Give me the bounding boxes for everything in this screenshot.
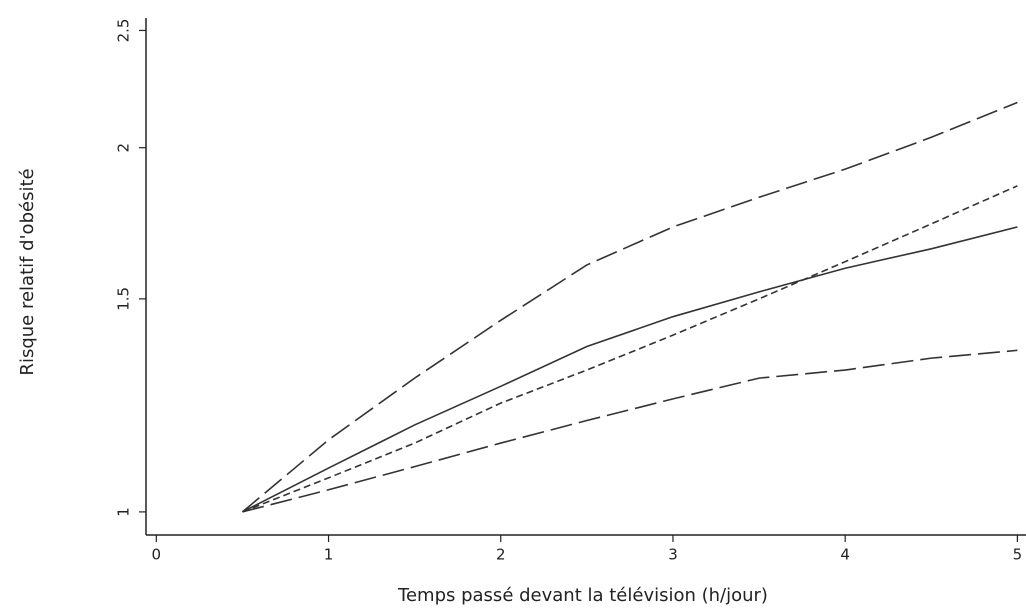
x-tick-label: 1: [324, 546, 334, 564]
y-tick-label: 1: [115, 507, 133, 517]
x-axis-label: Temps passé devant la télévision (h/jour…: [397, 585, 768, 606]
x-tick-label: 4: [840, 546, 850, 564]
y-axis-label: Risque relatif d'obésité: [17, 168, 38, 375]
line-series: [241, 101, 1018, 513]
x-tick-label: 2: [496, 546, 506, 564]
y-tick-label: 2.5: [115, 19, 133, 43]
x-tick-label: 0: [152, 546, 162, 564]
line-series: [242, 185, 1018, 513]
y-tick-label: 1.5: [115, 287, 133, 311]
x-tick-label: 3: [668, 546, 678, 564]
line-series: [242, 349, 1018, 513]
line-series: [242, 226, 1018, 513]
y-tick-label: 2: [115, 143, 133, 153]
x-tick-label: 5: [1013, 546, 1023, 564]
